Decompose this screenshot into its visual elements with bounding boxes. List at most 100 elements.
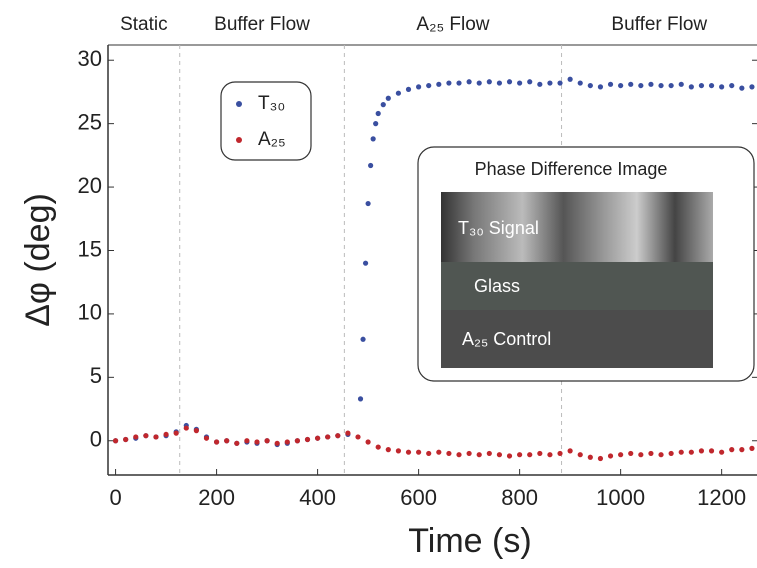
- data-point: [467, 451, 472, 456]
- data-point: [628, 451, 633, 456]
- y-tick-label: 10: [78, 300, 102, 325]
- data-point: [325, 434, 330, 439]
- data-point: [739, 447, 744, 452]
- data-point: [254, 439, 259, 444]
- data-point: [376, 111, 381, 116]
- inset: Phase Difference Image T₃₀ Signal Glass …: [418, 147, 754, 381]
- data-point: [557, 80, 562, 85]
- inset-label: A₂₅ Control: [462, 329, 551, 349]
- phase-label: Buffer Flow: [611, 14, 707, 35]
- data-point: [719, 84, 724, 89]
- data-point: [224, 438, 229, 443]
- y-tick-label: 30: [78, 46, 102, 71]
- data-point: [371, 136, 376, 141]
- data-point: [305, 437, 310, 442]
- data-point: [416, 84, 421, 89]
- data-point: [648, 451, 653, 456]
- legend-marker: [236, 137, 242, 143]
- data-point: [689, 84, 694, 89]
- data-point: [295, 438, 300, 443]
- x-tick-label: 800: [501, 485, 538, 510]
- data-point: [598, 84, 603, 89]
- data-point: [456, 452, 461, 457]
- y-tick-label: 0: [90, 427, 102, 452]
- legend-label: T₃₀: [258, 93, 285, 114]
- x-axis-label: Time (s): [408, 522, 531, 560]
- data-point: [739, 86, 744, 91]
- data-point: [749, 446, 754, 451]
- data-point: [436, 450, 441, 455]
- data-point: [426, 451, 431, 456]
- data-point: [426, 83, 431, 88]
- data-point: [487, 79, 492, 84]
- x-tick-label: 600: [400, 485, 437, 510]
- data-point: [477, 452, 482, 457]
- data-point: [537, 82, 542, 87]
- data-point: [658, 452, 663, 457]
- data-point: [537, 451, 542, 456]
- data-point: [638, 83, 643, 88]
- data-point: [376, 444, 381, 449]
- data-point: [446, 80, 451, 85]
- legend-label: A₂₅: [258, 129, 286, 150]
- data-point: [366, 439, 371, 444]
- data-point: [679, 82, 684, 87]
- data-point: [386, 96, 391, 101]
- y-tick-label: 5: [90, 363, 102, 388]
- data-point: [355, 434, 360, 439]
- data-point: [184, 425, 189, 430]
- data-point: [699, 83, 704, 88]
- data-point: [204, 436, 209, 441]
- phase-label: Buffer Flow: [214, 14, 310, 35]
- data-point: [648, 82, 653, 87]
- data-point: [547, 452, 552, 457]
- data-point: [373, 121, 378, 126]
- data-point: [381, 102, 386, 107]
- data-point: [497, 80, 502, 85]
- data-point: [194, 428, 199, 433]
- data-point: [608, 82, 613, 87]
- data-point: [588, 83, 593, 88]
- x-tick-label: 1000: [596, 485, 645, 510]
- data-point: [507, 453, 512, 458]
- data-point: [436, 82, 441, 87]
- phase-label: A₂₅ Flow: [416, 14, 489, 35]
- data-point: [123, 437, 128, 442]
- data-point: [628, 82, 633, 87]
- data-point: [264, 438, 269, 443]
- y-axis-label: Δφ (deg): [19, 193, 57, 327]
- y-tick-label: 15: [78, 236, 102, 261]
- data-point: [244, 438, 249, 443]
- y-tick-label: 20: [78, 173, 102, 198]
- y-tick-label: 25: [78, 109, 102, 134]
- data-point: [547, 80, 552, 85]
- phase-label: Static: [120, 14, 168, 35]
- data-point: [507, 79, 512, 84]
- data-point: [497, 452, 502, 457]
- data-point: [608, 453, 613, 458]
- data-point: [467, 79, 472, 84]
- data-point: [335, 433, 340, 438]
- inset-title: Phase Difference Image: [475, 159, 668, 179]
- inset-label: Glass: [474, 276, 520, 296]
- x-tick-label: 1200: [697, 485, 746, 510]
- data-point: [749, 84, 754, 89]
- x-tick-label: 0: [109, 485, 121, 510]
- data-point: [396, 448, 401, 453]
- legend-marker: [236, 101, 242, 107]
- data-point: [163, 432, 168, 437]
- data-point: [285, 439, 290, 444]
- data-point: [143, 433, 148, 438]
- data-point: [729, 83, 734, 88]
- data-point: [416, 450, 421, 455]
- data-point: [618, 452, 623, 457]
- data-point: [618, 83, 623, 88]
- x-tick-label: 400: [299, 485, 336, 510]
- data-point: [679, 450, 684, 455]
- data-point: [638, 452, 643, 457]
- chart: Time (s) Δφ (deg) 0510152025300200400600…: [0, 0, 757, 563]
- data-point: [456, 80, 461, 85]
- data-point: [234, 441, 239, 446]
- data-point: [406, 450, 411, 455]
- data-point: [477, 80, 482, 85]
